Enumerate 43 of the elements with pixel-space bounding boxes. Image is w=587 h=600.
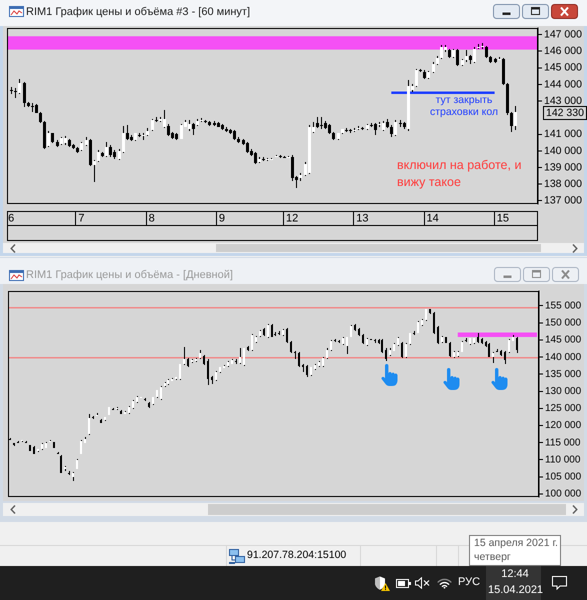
x-tick-label: 12 bbox=[286, 212, 298, 225]
y-tick-label: 144 000 bbox=[544, 78, 582, 90]
text: 15.04.2021 bbox=[488, 583, 544, 597]
y-tick-label: 140 000 bbox=[545, 352, 582, 363]
y-tick-label: 135 000 bbox=[545, 368, 582, 380]
y-tick-label: 146 000 bbox=[544, 45, 582, 58]
x-tick-label: 6 bbox=[8, 212, 14, 225]
y-tick-label: 138 000 bbox=[544, 178, 582, 190]
x-tick-label: 7 bbox=[78, 212, 84, 225]
y-tick-label: 147 000 bbox=[544, 28, 582, 41]
y-tick-label: 150 000 bbox=[545, 318, 582, 329]
y-tick-label: 145 000 bbox=[545, 334, 582, 346]
y-tick-label: 143 000 bbox=[544, 94, 582, 107]
y-tick-label: 120 000 bbox=[545, 420, 582, 432]
y-tick-label: 105 000 bbox=[545, 472, 582, 483]
candlestick bbox=[14, 88, 17, 98]
text: четверг bbox=[474, 551, 511, 564]
text: 91.207.78.204:15100 bbox=[247, 549, 346, 562]
y-tick-label: 155 000 bbox=[545, 300, 582, 312]
annotation: тут закрыть страховки кол bbox=[428, 94, 500, 118]
x-tick-label: 9 bbox=[218, 212, 225, 225]
y-tick-label: 125 000 bbox=[545, 403, 582, 414]
x-tick-label: 14 bbox=[426, 212, 439, 225]
annotation: включил на работе, и вижу такое bbox=[397, 157, 522, 190]
y-tick-label: 141 000 bbox=[544, 128, 582, 140]
text: 142 330 bbox=[543, 106, 587, 120]
x-tick-label: 8 bbox=[148, 212, 155, 225]
x-tick-label: 15 bbox=[496, 212, 509, 225]
chart-title: RIM1 График цены и объёма #3 - [60 минут] bbox=[26, 5, 250, 19]
y-tick-label: 137 000 bbox=[544, 194, 582, 207]
text: 12:44 bbox=[500, 567, 530, 581]
y-tick-label: 130 000 bbox=[545, 386, 582, 398]
text: РУС bbox=[458, 575, 480, 589]
x-tick-label: 13 bbox=[356, 212, 368, 225]
y-tick-label: 115 000 bbox=[545, 437, 581, 448]
y-tick-label: 145 000 bbox=[544, 62, 582, 74]
candlestick bbox=[320, 117, 323, 129]
y-tick-label: 110 000 bbox=[545, 454, 581, 466]
chart-title: RIM1 График цены и объёма - [Дневной] bbox=[26, 268, 233, 282]
y-tick-label: 100 000 bbox=[545, 488, 582, 500]
y-tick-label: 139 000 bbox=[544, 161, 582, 174]
text: 15 апреля 2021 г. bbox=[474, 537, 558, 550]
y-tick-label: 140 000 bbox=[544, 144, 582, 157]
